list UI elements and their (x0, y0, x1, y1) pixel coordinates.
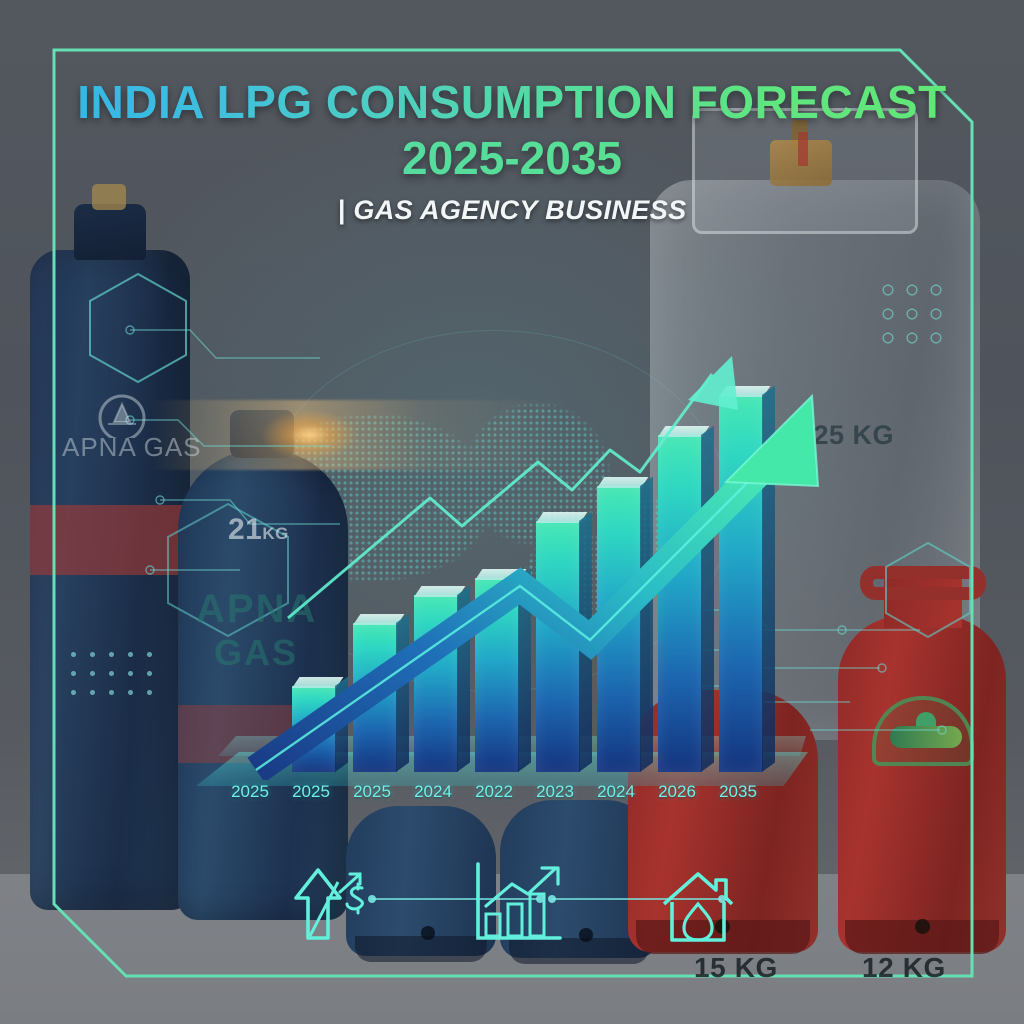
icon-connector-2 (548, 895, 726, 903)
cylinder-21kg-unit: KG (262, 524, 289, 543)
chart-bar (658, 425, 714, 772)
home-flame-icon (662, 872, 734, 942)
x-axis-tick-label: 2025 (353, 782, 391, 801)
cylinder-21kg-value: 21 (228, 513, 263, 546)
x-axis-tick-label: 2023 (536, 782, 574, 801)
title-block: INDIA LPG CONSUMPTION FORECAST 2025-2035… (0, 78, 1024, 226)
growth-arrow-dollar-icon (294, 868, 364, 940)
chart-bar (536, 511, 592, 772)
cylinder-12kg-label: 12 KG (862, 952, 946, 983)
x-axis-tick-label: 2025 (292, 782, 330, 801)
x-axis-tick-label: 2026 (658, 782, 696, 801)
page-title: INDIA LPG CONSUMPTION FORECAST (0, 78, 1024, 127)
cylinder-21kg-label: 21KG (228, 513, 289, 547)
bar-face (536, 521, 580, 772)
cylinder-brand-line2: GAS (214, 632, 299, 673)
bar-chart-trend-icon (476, 862, 562, 940)
subtitle: | GAS AGENCY BUSINESS (337, 194, 687, 225)
x-axis-tick-label: 2035 (719, 782, 757, 801)
icon-connector-1 (368, 895, 544, 903)
cylinder-brand-line1: APNA (196, 587, 318, 631)
bar-face (658, 435, 702, 772)
x-axis-tick-label: 2024 (597, 782, 635, 801)
growth-trend-arrow (247, 393, 820, 780)
apna-gas-logo-text: APNA GAS (62, 432, 202, 462)
cylinder-15kg-label: 15 KG (694, 952, 778, 983)
x-axis-tick-label: 2022 (475, 782, 513, 801)
apna-gas-emblem-icon (98, 394, 146, 438)
secondary-trend-line (287, 356, 738, 620)
x-axis-tick-label: 2025 (231, 782, 269, 801)
x-axis-tick-label: 2024 (414, 782, 452, 801)
title-year-range: 2025-2035 (0, 131, 1024, 185)
